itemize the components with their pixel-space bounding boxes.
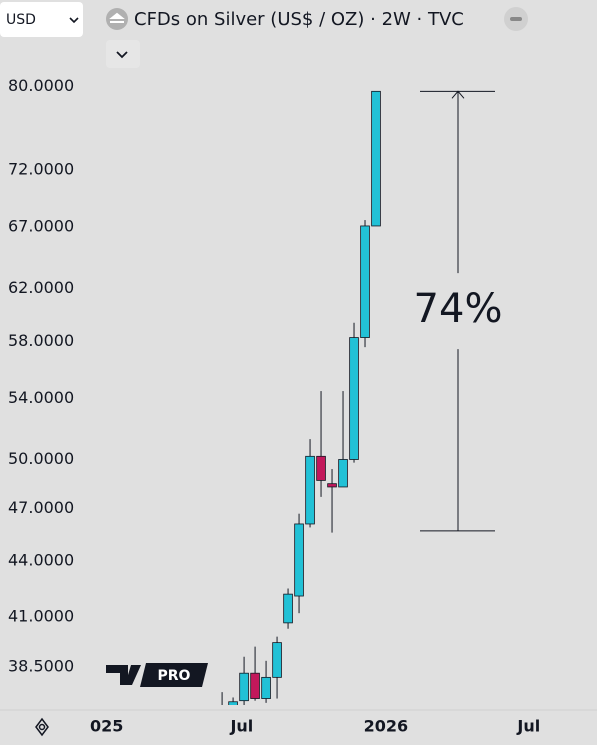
header: USD CFDs on Silver (US$ / OZ) · 2W · TVC <box>0 2 530 68</box>
y-tick-label: 47.0000 <box>8 498 74 517</box>
x-tick-label: Jul <box>229 717 253 736</box>
y-tick-label: 50.0000 <box>8 449 74 468</box>
watermark-text: PRO <box>158 668 191 684</box>
candle-body <box>283 593 293 624</box>
x-tick-label: 2026 <box>364 717 409 736</box>
candle-body <box>272 642 282 678</box>
currency-select[interactable] <box>0 2 83 37</box>
status-glyph <box>510 17 522 21</box>
y-tick-label: 67.0000 <box>8 217 74 236</box>
collapse-button[interactable] <box>106 40 140 68</box>
candle-body <box>239 672 249 702</box>
settings-icon[interactable] <box>35 717 49 737</box>
y-tick-label: 80.0000 <box>8 76 74 95</box>
y-tick-label: 58.0000 <box>8 331 74 350</box>
symbol-glyph <box>109 12 125 23</box>
collapse-chevron <box>116 51 128 59</box>
measure-arrow <box>451 90 465 99</box>
candle-body <box>349 337 359 460</box>
y-tick-label: 38.5000 <box>8 656 74 675</box>
candle-body <box>327 483 337 488</box>
chevron <box>69 17 79 24</box>
title-pill <box>100 4 530 35</box>
candle-body <box>261 676 271 699</box>
tv-logo <box>106 665 141 685</box>
candle-body <box>338 459 348 488</box>
y-tick-label: 41.0000 <box>8 607 74 626</box>
candle-body <box>360 225 370 338</box>
y-tick-label: 62.0000 <box>8 278 74 297</box>
x-tick-label: Jul <box>516 717 540 736</box>
pro-badge <box>140 663 208 687</box>
currency: USD <box>6 12 36 28</box>
candle-body <box>294 523 304 597</box>
plot <box>221 90 381 705</box>
candle-body <box>305 455 315 525</box>
settings-dot <box>38 723 46 731</box>
candle-body <box>371 90 381 227</box>
measure-label: 74% <box>414 286 503 332</box>
candle-body <box>316 455 326 481</box>
y-tick-label: 44.0000 <box>8 550 74 569</box>
x-tick-label: 025 <box>90 717 123 736</box>
y-tick-label: 54.0000 <box>8 388 74 407</box>
y-tick-label: 72.0000 <box>8 159 74 178</box>
candle-body <box>228 701 238 705</box>
candle-body <box>250 672 260 699</box>
watermark: PRO <box>106 663 208 687</box>
chart-title: CFDs on Silver (US$ / OZ) · 2W · TVC <box>134 9 464 30</box>
